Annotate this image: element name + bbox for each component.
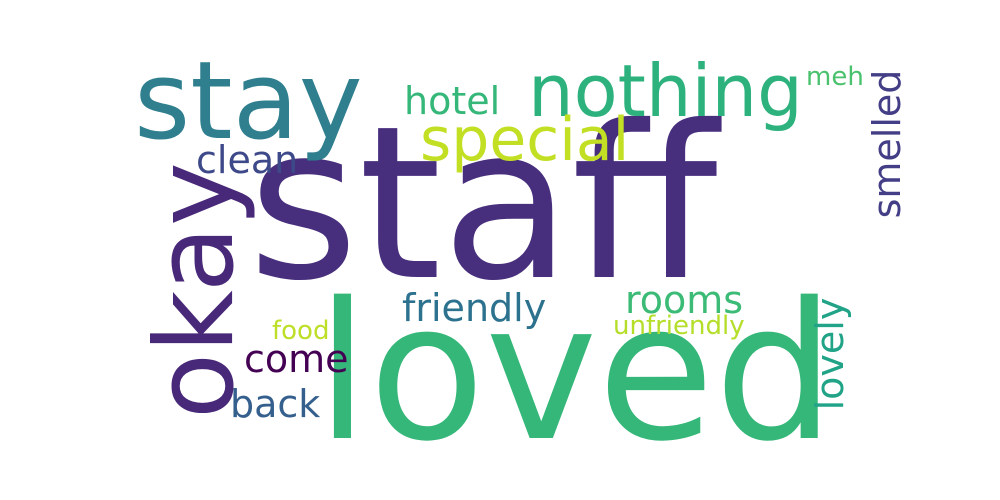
word-loved: loved [316,262,835,483]
word-okay: okay [133,162,258,419]
word-lovely: lovely [808,297,852,411]
word-staff: staff [248,80,718,327]
word-clean: clean [196,138,299,182]
word-hotel: hotel [404,79,501,123]
word-nothing: nothing [528,49,803,133]
word-rooms: rooms [625,278,744,322]
word-meh: meh [806,62,864,92]
word-smelled: smelled [865,69,909,219]
word-food: food [272,316,330,346]
word-special: special [420,105,630,175]
word-stay: stay [134,39,363,164]
word-unfriendly: unfriendly [613,311,745,341]
word-back: back [230,382,321,426]
word-friendly: friendly [402,286,547,330]
word-come: come [244,337,349,381]
